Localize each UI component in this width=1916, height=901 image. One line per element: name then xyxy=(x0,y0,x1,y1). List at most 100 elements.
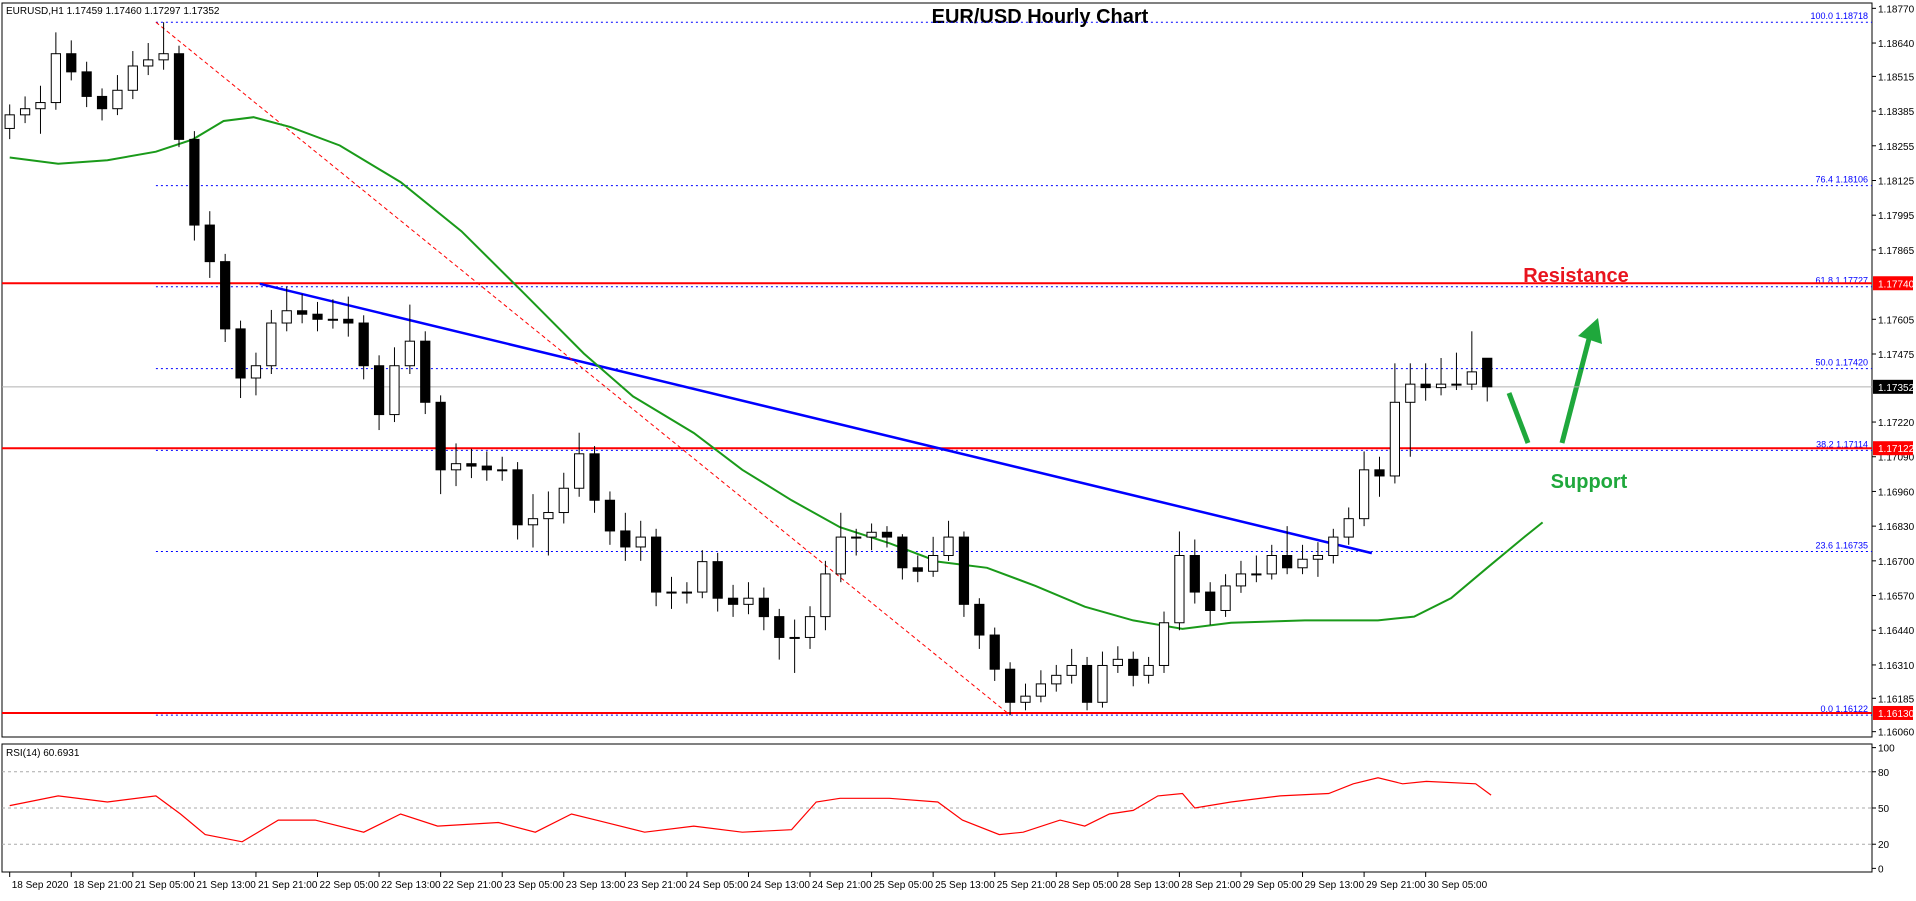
x-tick-label: 23 Sep 05:00 xyxy=(504,880,564,891)
level-label: 1.16130 xyxy=(1878,709,1915,720)
arrows xyxy=(1506,318,1602,444)
candle-body xyxy=(512,469,523,526)
x-tick-label: 18 Sep 2020 xyxy=(12,880,69,891)
candle-body xyxy=(35,102,46,110)
candle-body xyxy=(266,322,277,367)
y-tick-label: 1.16185 xyxy=(1878,694,1915,705)
candle-body xyxy=(143,59,154,67)
candle-body xyxy=(112,89,123,110)
x-tick-label: 25 Sep 21:00 xyxy=(997,880,1057,891)
candle-body xyxy=(1097,664,1108,703)
x-tick-label: 21 Sep 05:00 xyxy=(135,880,195,891)
y-tick-label: 0 xyxy=(1878,864,1884,875)
candle-body xyxy=(1282,555,1293,569)
candle-body xyxy=(4,114,15,129)
y-tick-label: 1.17220 xyxy=(1878,418,1915,429)
arrow-head xyxy=(1578,318,1602,344)
y-tick-label: 1.17865 xyxy=(1878,246,1915,257)
chart-title: EUR/USD Hourly Chart xyxy=(932,6,1149,28)
x-tick-label: 21 Sep 21:00 xyxy=(258,880,318,891)
candle-body xyxy=(697,561,708,593)
x-tick-label: 24 Sep 21:00 xyxy=(812,880,872,891)
fib-label: 61.8 1.17727 xyxy=(1815,276,1868,286)
candle-body xyxy=(281,310,292,324)
candle-body xyxy=(912,567,923,572)
candle-body xyxy=(558,487,569,514)
y-tick-label: 1.18255 xyxy=(1878,142,1915,153)
candle-body xyxy=(327,318,339,321)
x-tick-label: 23 Sep 21:00 xyxy=(627,880,687,891)
trendlines-line xyxy=(155,21,1011,716)
candle-body xyxy=(681,591,693,594)
line xyxy=(9,777,1492,843)
candle-body xyxy=(712,561,723,599)
candle-body xyxy=(66,53,77,73)
arrow-up-stroke xyxy=(1559,334,1593,444)
candle-body xyxy=(497,469,508,472)
y-tick-label: 1.18125 xyxy=(1878,176,1915,187)
level-label: 1.17740 xyxy=(1878,279,1915,290)
candle-body xyxy=(96,95,108,110)
candle-body xyxy=(851,536,862,539)
level-box xyxy=(1873,441,1913,456)
candle-body xyxy=(1297,558,1308,569)
candle-body xyxy=(1035,683,1047,697)
x-tick-label: 25 Sep 13:00 xyxy=(935,880,995,891)
x-tick-label: 29 Sep 05:00 xyxy=(1243,880,1303,891)
x-tick-label: 30 Sep 05:00 xyxy=(1428,880,1488,891)
y-tick-label: 1.16310 xyxy=(1878,661,1915,672)
x-tick-label: 24 Sep 05:00 xyxy=(689,880,749,891)
ma-line xyxy=(9,116,1544,630)
candle-body xyxy=(1328,536,1339,557)
candle-body xyxy=(789,636,800,639)
candle-body xyxy=(1405,383,1416,403)
x-tick-label: 29 Sep 21:00 xyxy=(1366,880,1426,891)
x-tick-label: 21 Sep 13:00 xyxy=(196,880,256,891)
rsi-panel xyxy=(1,743,1873,873)
x-tick-label: 28 Sep 21:00 xyxy=(1181,880,1241,891)
candle-body xyxy=(650,536,662,593)
rsi-title: RSI(14) 60.6931 xyxy=(6,748,80,759)
candle-body xyxy=(81,71,92,97)
candle-body xyxy=(974,603,985,636)
candle-body xyxy=(1251,573,1262,576)
trendlines-line xyxy=(259,282,1373,555)
candle-body xyxy=(420,340,431,403)
y-tick-label: 1.18770 xyxy=(1878,4,1915,15)
level-label: 1.17122 xyxy=(1878,444,1915,455)
y-tick-label: 1.16700 xyxy=(1878,557,1915,568)
candle-body xyxy=(1343,518,1354,538)
candle-body xyxy=(1266,555,1277,575)
candle-body xyxy=(758,597,769,618)
candle-body xyxy=(1235,573,1247,587)
candle-body xyxy=(50,53,61,104)
symbol-header: EURUSD,H1 1.17459 1.17460 1.17297 1.1735… xyxy=(6,6,220,17)
annotation: Support xyxy=(1551,471,1628,493)
candle-body xyxy=(158,53,169,61)
candle-body xyxy=(450,463,462,471)
candle-body xyxy=(589,453,600,501)
candle-body xyxy=(1374,469,1385,477)
candle-body xyxy=(1205,591,1216,611)
candle-body xyxy=(127,65,138,91)
y-tick-label: 1.18385 xyxy=(1878,107,1915,118)
y-tick-label: 1.16440 xyxy=(1878,626,1915,637)
candle-body xyxy=(1358,469,1370,520)
x-tick-label: 22 Sep 05:00 xyxy=(320,880,380,891)
level-box xyxy=(1873,705,1913,720)
candle-body xyxy=(543,512,554,520)
annotation: Resistance xyxy=(1523,265,1629,287)
candle-body xyxy=(373,365,385,416)
level-box xyxy=(1873,276,1913,291)
candle-body xyxy=(897,536,908,569)
candle-body xyxy=(481,465,492,471)
current-price-label: 1.17352 xyxy=(1878,383,1915,394)
candle-body xyxy=(404,340,415,367)
candle-body xyxy=(1051,674,1062,685)
candle-body xyxy=(958,536,970,605)
candle-body xyxy=(343,318,354,324)
main-panel xyxy=(1,2,1873,738)
candle-body xyxy=(1389,401,1400,477)
x-tick-label: 25 Sep 05:00 xyxy=(874,880,934,891)
candle-body xyxy=(358,322,369,367)
